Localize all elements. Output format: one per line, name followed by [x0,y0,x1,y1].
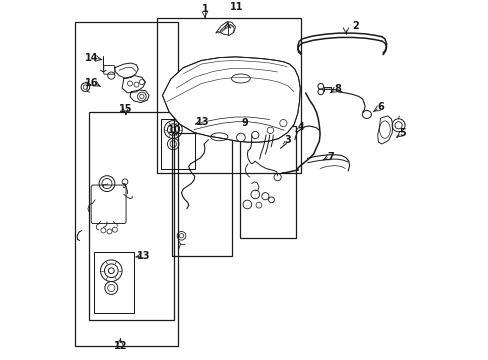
Ellipse shape [362,111,371,118]
Text: 8: 8 [333,84,340,94]
Text: 14: 14 [85,53,99,63]
Bar [240,126,295,238]
Bar [94,252,134,313]
Text: 12: 12 [113,341,127,351]
Text: 9: 9 [241,118,247,128]
Text: 1: 1 [201,4,208,14]
Bar [172,133,231,256]
Text: 7: 7 [327,152,334,162]
Text: 3: 3 [284,135,290,145]
Text: 16: 16 [84,78,98,88]
Text: 15: 15 [119,104,132,114]
Text: 13: 13 [196,117,209,127]
Bar [161,119,195,169]
Polygon shape [377,116,392,144]
Text: 10: 10 [167,125,181,135]
Text: 11: 11 [229,2,243,12]
Text: 6: 6 [376,102,383,112]
Text: 4: 4 [297,122,304,132]
Bar [75,22,178,346]
Polygon shape [162,57,300,142]
Text: 13: 13 [137,251,150,261]
Polygon shape [215,22,235,35]
Text: 5: 5 [399,128,406,138]
Bar [89,112,173,320]
Text: 2: 2 [352,21,359,31]
Bar [157,18,301,173]
